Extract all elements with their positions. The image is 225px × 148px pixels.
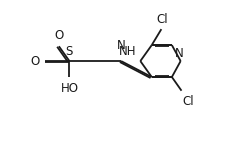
Text: HO: HO xyxy=(60,82,78,95)
Text: O: O xyxy=(54,29,63,42)
Text: N: N xyxy=(174,47,183,60)
Text: Cl: Cl xyxy=(182,95,193,108)
Text: Cl: Cl xyxy=(156,13,167,26)
Text: S: S xyxy=(65,45,73,58)
Text: O: O xyxy=(30,55,39,68)
Text: N: N xyxy=(116,39,125,52)
Text: NH: NH xyxy=(118,45,135,58)
